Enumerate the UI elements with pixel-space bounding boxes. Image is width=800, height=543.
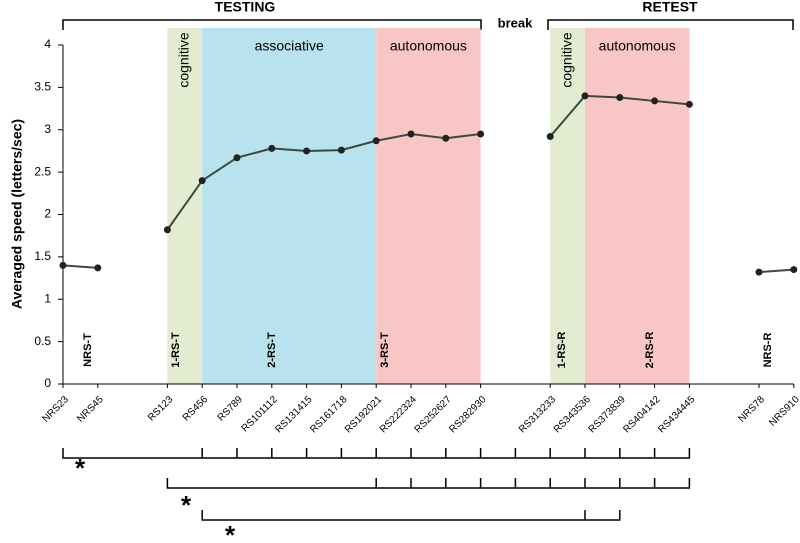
- significance-marker: *: [181, 490, 192, 520]
- significance-bracket: [166, 478, 691, 489]
- phase-region: [585, 28, 690, 384]
- y-tick-label: 3.5: [34, 80, 51, 94]
- data-point: [651, 97, 659, 105]
- data-point: [755, 268, 763, 276]
- data-point: [790, 266, 798, 274]
- data-point: [268, 144, 276, 152]
- data-point: [303, 147, 311, 155]
- y-axis-label: Averaged speed (letters/sec): [9, 119, 25, 309]
- phase-label: autonomous: [599, 38, 676, 54]
- data-point: [59, 261, 67, 269]
- phase-region: [550, 28, 585, 384]
- y-tick-label: 0.5: [34, 334, 51, 348]
- data-point: [581, 92, 589, 100]
- x-tick-label: RS456: [181, 394, 211, 424]
- data-point: [94, 264, 102, 272]
- phase-region: [376, 28, 481, 384]
- data-point: [616, 94, 624, 102]
- significance-bracket: [201, 510, 621, 521]
- y-tick-label: 4: [44, 37, 51, 51]
- section-bracket: [547, 19, 794, 30]
- section-label: TESTING: [215, 0, 276, 15]
- section-bracket: [62, 19, 482, 30]
- x-tick-label: RS282930: [447, 394, 489, 436]
- x-tick-label: NRS910: [767, 394, 800, 429]
- y-tick-label: 3: [44, 122, 51, 136]
- data-point: [442, 134, 450, 142]
- x-tick-label: RS434445: [656, 394, 698, 436]
- significance-marker: *: [75, 453, 86, 483]
- data-point: [372, 137, 380, 145]
- group-label: 2-RS-R: [644, 332, 656, 369]
- data-point: [546, 133, 554, 141]
- y-tick-label: 1: [44, 291, 51, 305]
- phase-label: associative: [255, 38, 324, 54]
- series-line: [62, 94, 794, 274]
- phase-label: autonomous: [390, 38, 467, 54]
- group-label: 2-RS-T: [266, 332, 278, 368]
- data-point: [198, 177, 206, 185]
- data-point: [233, 154, 241, 162]
- y-tick-label: 2.5: [34, 164, 51, 178]
- y-tick-label: 0: [44, 376, 51, 390]
- y-tick-label: 2: [44, 207, 51, 221]
- group-label: NRS-R: [762, 333, 774, 368]
- x-tick-label: RS123: [146, 394, 176, 424]
- phase-label: cognitive: [176, 32, 192, 87]
- phase-region: [202, 28, 377, 384]
- section-label: break: [498, 15, 533, 30]
- data-point: [337, 146, 345, 154]
- phase-label: cognitive: [558, 32, 574, 87]
- group-label: NRS-T: [82, 333, 94, 367]
- x-tick-label: NRS45: [75, 394, 106, 425]
- x-tick-label: RS789: [216, 394, 246, 424]
- section-label: RETEST: [642, 0, 698, 15]
- data-point: [477, 130, 485, 138]
- x-tick-label: NRS23: [40, 394, 71, 425]
- data-point: [407, 130, 415, 138]
- significance-marker: *: [225, 520, 236, 543]
- data-point: [163, 226, 171, 234]
- y-tick-label: 1.5: [34, 249, 51, 263]
- group-label: 1-RS-T: [170, 332, 182, 368]
- x-tick-label: NRS78: [736, 394, 767, 425]
- data-point: [685, 100, 693, 108]
- group-label: 1-RS-R: [556, 332, 568, 369]
- group-label: 3-RS-T: [379, 332, 391, 368]
